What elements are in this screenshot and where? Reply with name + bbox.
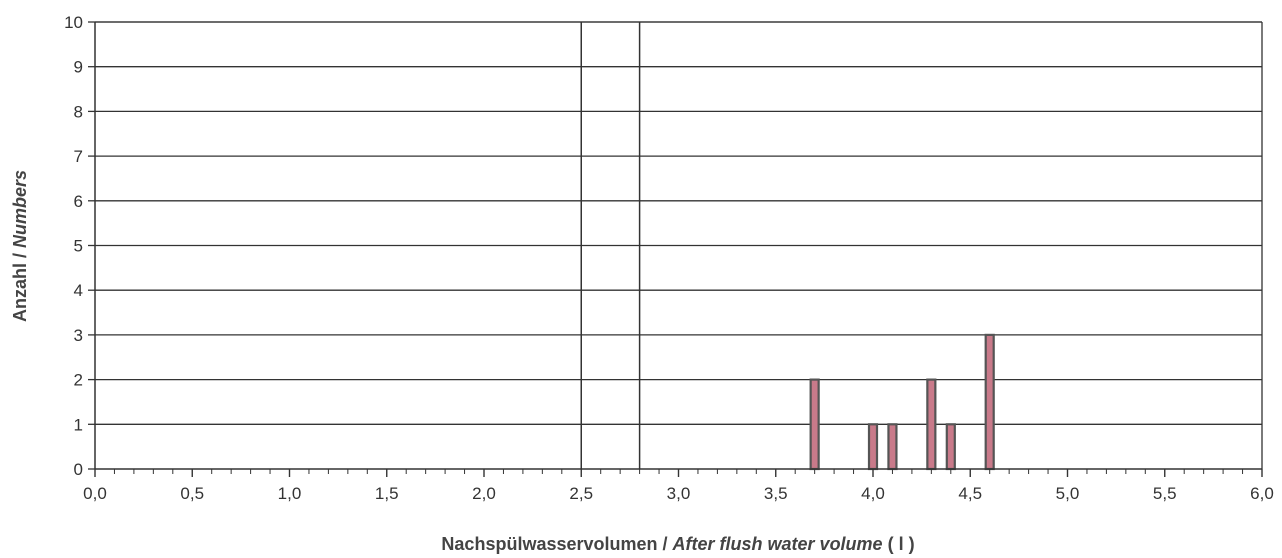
y-tick-label-4: 4 <box>74 281 83 300</box>
y-tick-label-1: 1 <box>74 415 83 434</box>
bar-3 <box>926 378 937 471</box>
bar-4 <box>945 423 956 471</box>
y-tick-label-3: 3 <box>74 326 83 345</box>
gridlines <box>95 21 1262 425</box>
x-tick-label-10: 5,0 <box>1056 484 1080 503</box>
x-tick-label-2: 1,0 <box>278 484 302 503</box>
x-tick-label-0: 0,0 <box>83 484 107 503</box>
y-tick-label-2: 2 <box>74 371 83 390</box>
x-tick-label-11: 5,5 <box>1153 484 1177 503</box>
y-axis-title-de: Anzahl <box>10 263 30 322</box>
bar-1 <box>867 423 879 471</box>
x-tick-label-4: 2,0 <box>472 484 496 503</box>
y-axis-title-en: Numbers <box>10 170 30 248</box>
bar-0 <box>809 378 820 471</box>
y-tick-label-6: 6 <box>74 192 83 211</box>
x-axis-title-unit: ( l ) <box>883 534 915 554</box>
y-tick-label-0: 0 <box>74 460 83 479</box>
y-tick-label-10: 10 <box>64 13 83 32</box>
x-axis-title-de: Nachspülwasservolumen <box>441 534 657 554</box>
x-tick-labels: 0,0 0,5 1,0 1,5 2,0 2,5 3,0 3,5 4,0 4,5 5,0 5,5 6,0 <box>83 484 1274 503</box>
x-tick-label-8: 4,0 <box>861 484 885 503</box>
x-axis-title-en: After flush water volume <box>672 534 883 554</box>
y-tick-label-9: 9 <box>74 58 83 77</box>
y-axis-title-sep: / <box>10 248 30 263</box>
x-tick-label-3: 1,5 <box>375 484 399 503</box>
y-tick-labels: 0 1 2 3 4 5 6 7 8 9 10 <box>64 13 83 479</box>
y-tick-label-8: 8 <box>74 102 83 121</box>
x-tick-label-5: 2,5 <box>569 484 593 503</box>
y-tick-label-7: 7 <box>74 147 83 166</box>
x-tick-label-12: 6,0 <box>1250 484 1274 503</box>
bar-5 <box>984 333 995 471</box>
reference-lines <box>580 22 641 469</box>
y-tick-label-5: 5 <box>74 237 83 256</box>
x-tick-label-9: 4,5 <box>958 484 982 503</box>
x-axis-title-sep: / <box>658 534 673 554</box>
x-tick-label-6: 3,0 <box>667 484 691 503</box>
bar-2 <box>887 423 898 471</box>
bars <box>809 333 995 471</box>
x-tick-label-7: 3,5 <box>764 484 788 503</box>
x-tick-label-1: 0,5 <box>180 484 204 503</box>
x-axis-title: Nachspülwasservolumen / After flush wate… <box>441 534 914 554</box>
y-axis-title: Anzahl / Numbers <box>10 170 30 322</box>
axes <box>88 21 1263 477</box>
